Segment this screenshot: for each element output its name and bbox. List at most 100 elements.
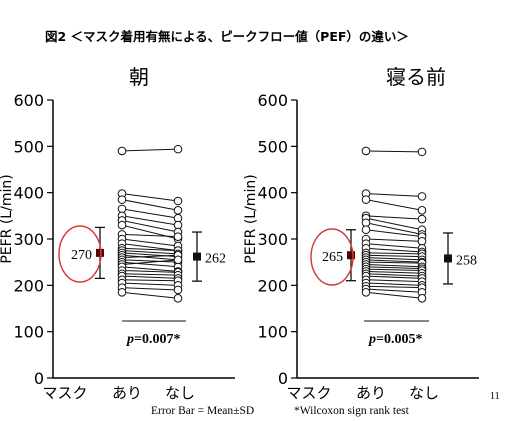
highlight-circle — [58, 225, 102, 283]
mean-marker — [96, 248, 104, 257]
point-after — [417, 214, 427, 224]
paired-line — [365, 238, 423, 242]
paired-line — [365, 252, 423, 255]
p-number: =0.005* — [376, 332, 422, 347]
point-after — [173, 255, 183, 265]
paired-line — [121, 224, 179, 240]
paired-line — [121, 270, 179, 273]
y-tick-label: 100 — [13, 323, 44, 342]
paired-line — [365, 268, 423, 272]
y-tick-label: 400 — [13, 184, 44, 203]
y-tick-label: 500 — [257, 137, 288, 156]
chart-panel-1: 朝 0 100 200 300 400 500 600 PEFR (L/min) マスク あり なし 2… — [0, 65, 235, 402]
highlight-circle — [310, 228, 354, 286]
x-category-label: なし — [409, 384, 439, 402]
y-tick-label: 600 — [257, 91, 288, 110]
point-after — [173, 196, 183, 206]
point-after — [173, 232, 183, 241]
point-before — [361, 195, 371, 204]
mean-marker — [193, 252, 201, 261]
x-axis-label: マスク — [286, 384, 331, 402]
y-tick-label: 0 — [34, 369, 44, 388]
paired-line — [121, 254, 179, 259]
p-value-label: p=0.005* — [368, 332, 422, 347]
mean-marker — [347, 251, 355, 260]
paired-line — [121, 233, 179, 238]
paired-line — [365, 263, 423, 268]
mean-marker — [444, 254, 452, 263]
paired-line — [121, 287, 179, 291]
y-tick-label: 0 — [278, 369, 288, 388]
paired-line — [365, 261, 423, 264]
point-before — [117, 287, 127, 297]
point-after — [417, 147, 427, 157]
paired-line — [121, 259, 179, 265]
point-before — [361, 225, 371, 235]
p-number: =0.007* — [134, 332, 180, 347]
paired-line — [365, 270, 423, 274]
paired-line — [365, 279, 423, 283]
paired-line — [121, 199, 179, 211]
x-category-label: あり — [356, 384, 386, 402]
point-before — [361, 287, 371, 297]
y-tick-label: 200 — [13, 276, 44, 295]
paired-line — [365, 247, 423, 253]
paired-line — [121, 148, 179, 152]
mean-label: 265 — [322, 250, 343, 265]
paired-line — [121, 254, 179, 261]
paired-line — [365, 215, 423, 220]
paired-line — [121, 250, 179, 255]
p-value-label: p=0.007* — [126, 332, 180, 347]
paired-line — [121, 193, 179, 202]
paired-line — [365, 273, 423, 277]
paired-line — [121, 279, 179, 282]
point-after — [173, 285, 183, 295]
point-before — [117, 146, 127, 156]
mean-label: 270 — [71, 248, 92, 263]
y-tick-label: 500 — [13, 137, 44, 156]
paired-line — [365, 229, 423, 238]
point-after — [417, 205, 427, 215]
paired-line — [365, 285, 423, 289]
y-tick-label: 600 — [13, 91, 44, 110]
page-number: 11 — [490, 391, 500, 402]
y-axis-label: PEFR (L/min) — [243, 174, 259, 263]
paired-line — [121, 238, 179, 247]
paired-line — [121, 273, 179, 276]
mean-label: 258 — [456, 253, 477, 268]
paired-line — [365, 288, 423, 293]
paired-line — [121, 266, 179, 272]
paired-line — [121, 208, 179, 219]
point-after — [173, 294, 183, 303]
paired-line — [121, 215, 179, 226]
paired-line — [365, 259, 423, 263]
y-tick-label: 300 — [13, 230, 44, 249]
paired-line — [121, 261, 179, 268]
y-tick-label: 200 — [257, 276, 288, 295]
paired-line — [365, 275, 423, 279]
paired-line — [365, 217, 423, 231]
footnote-error-bar: Error Bar = Mean±SD — [151, 405, 254, 417]
paired-line — [365, 193, 423, 197]
paired-line — [365, 282, 423, 286]
paired-line — [365, 150, 423, 153]
point-after — [173, 144, 183, 154]
point-before — [361, 146, 371, 156]
p-symbol: p — [126, 332, 134, 347]
panel-title: 朝 — [129, 65, 149, 89]
figure-title: 図2 ＜マスク着用有無による、ピークフロー値（PEF）の違い＞ — [45, 29, 409, 44]
paired-line — [121, 275, 179, 279]
paired-line — [365, 243, 423, 249]
footnote-wilcoxon: *Wilcoxon sign rank test — [294, 405, 410, 417]
paired-line — [121, 243, 179, 252]
x-axis-label: マスク — [42, 384, 87, 402]
x-category-label: あり — [112, 384, 142, 402]
y-tick-label: 100 — [257, 323, 288, 342]
paired-line — [365, 254, 423, 258]
mean-label: 262 — [205, 252, 226, 267]
chart-panel-2: 寝る前 0 100 200 300 400 500 600 PEFR (L/min) マスク あり な… — [243, 65, 479, 402]
paired-line — [121, 259, 179, 263]
paired-line — [365, 266, 423, 270]
point-after — [417, 294, 427, 303]
